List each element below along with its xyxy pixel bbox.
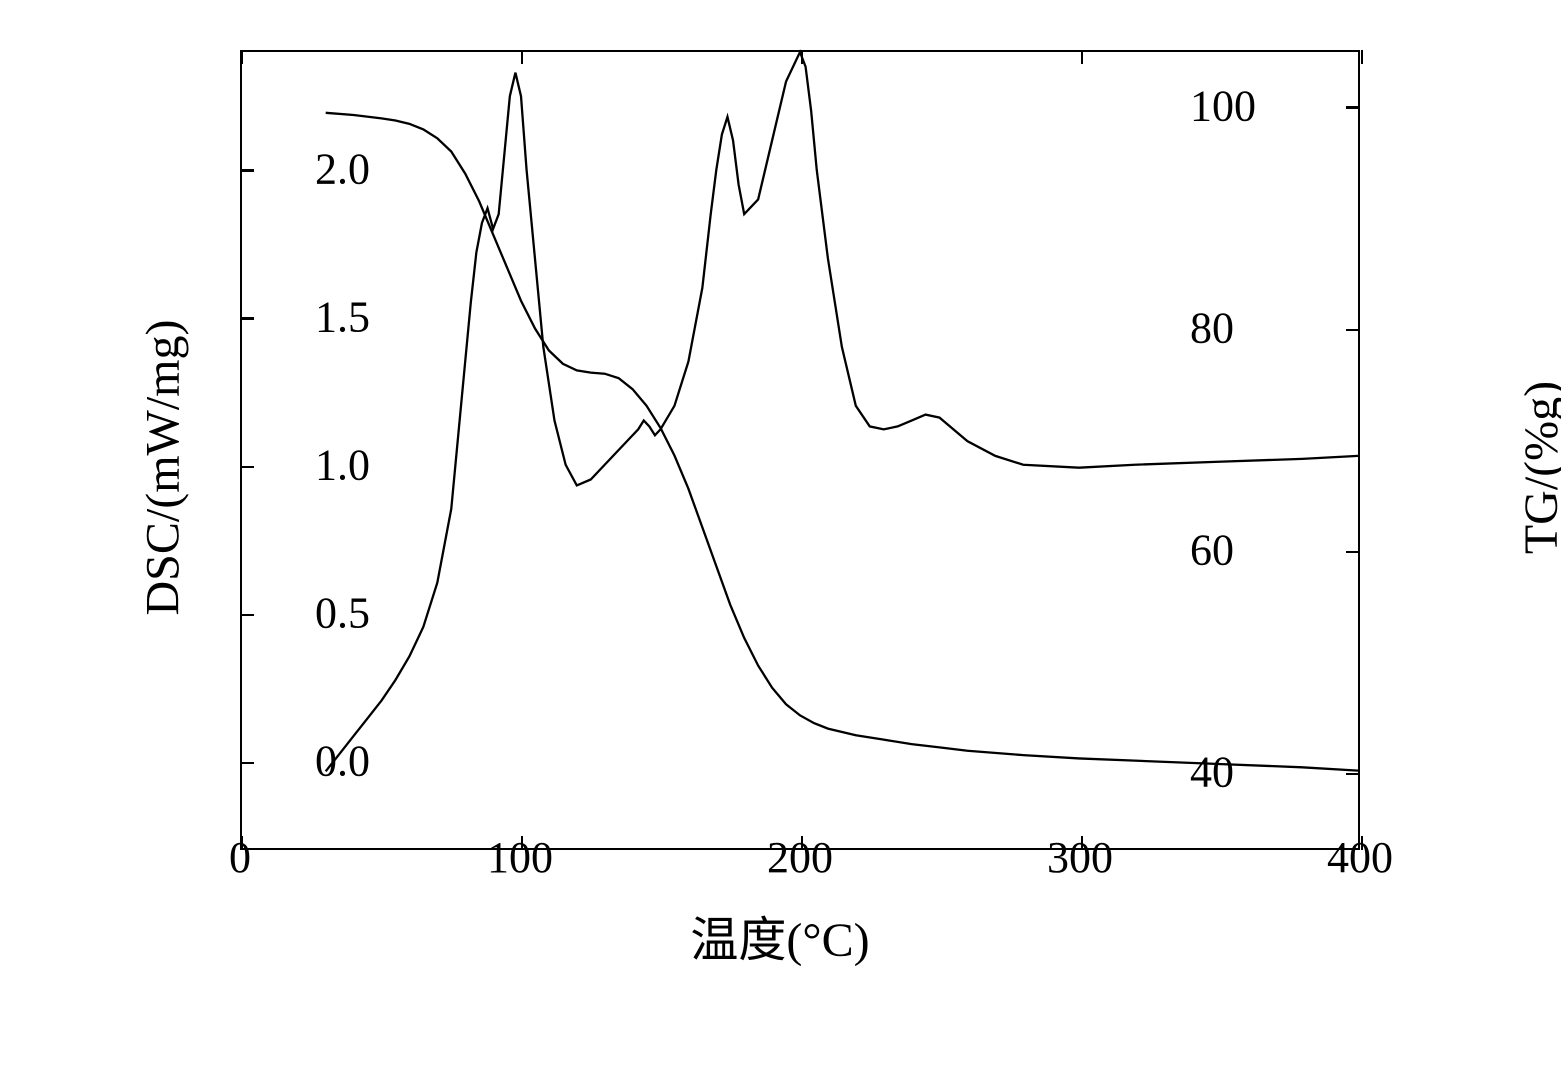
x-tick-top <box>241 50 244 64</box>
y-tick-right <box>1346 551 1360 554</box>
y-tick-label-right: 60 <box>1190 525 1310 576</box>
dsc-line <box>326 52 1358 771</box>
y-tick-right <box>1346 329 1360 332</box>
y-axis-label-right: TG/(%g) <box>1514 381 1561 554</box>
y-tick-label-left: 0.5 <box>250 587 370 638</box>
tg-line <box>326 113 1358 771</box>
y-tick-label-left: 0.0 <box>250 736 370 787</box>
x-tick-top <box>1081 50 1084 64</box>
x-tick-label: 100 <box>450 832 590 883</box>
plot-area <box>240 50 1360 850</box>
y-tick-label-right: 100 <box>1190 80 1310 131</box>
y-tick-label-right: 80 <box>1190 302 1310 353</box>
x-tick-label: 0 <box>170 832 310 883</box>
x-tick-label: 200 <box>730 832 870 883</box>
y-tick-label-left: 1.5 <box>250 291 370 342</box>
x-tick-label: 300 <box>1010 832 1150 883</box>
x-tick-top <box>801 50 804 64</box>
y-tick-label-left: 1.0 <box>250 439 370 490</box>
y-axis-label-left: DSC/(mW/mg) <box>136 320 191 616</box>
x-tick-top <box>1361 50 1364 64</box>
y-tick-right <box>1346 106 1360 109</box>
x-axis-label: 温度(°C) <box>690 900 869 970</box>
data-lines-svg <box>242 52 1358 848</box>
x-tick-top <box>521 50 524 64</box>
y-tick-right <box>1346 773 1360 776</box>
chart-container: 0 100 200 300 400 0.0 0.5 1.0 1.5 2.0 40 60 80 100 DS… <box>60 20 1500 1040</box>
y-tick-label-left: 2.0 <box>250 143 370 194</box>
y-tick-label-right: 40 <box>1190 747 1310 798</box>
x-tick-label: 400 <box>1290 832 1430 883</box>
